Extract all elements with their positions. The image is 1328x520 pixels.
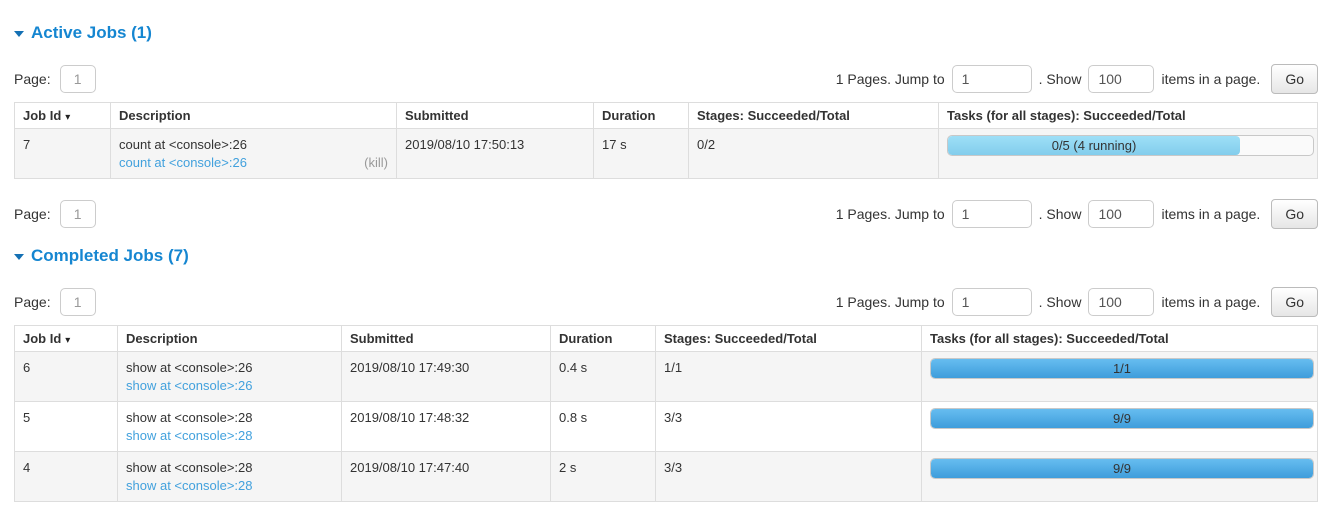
jump-to-page-input[interactable] (951, 65, 1032, 93)
job-description-text: show at <console>:28 (126, 410, 253, 425)
submitted-cell: 2019/08/10 17:50:13 (396, 128, 594, 179)
active-jobs-table: Job Id ▾ Description Submitted Duration S… (14, 102, 1318, 179)
column-header-job-id[interactable]: Job Id ▾ (14, 102, 111, 129)
column-header-stages[interactable]: Stages: Succeeded/Total (688, 102, 939, 129)
active-jobs-heading[interactable]: Active Jobs (1) (14, 24, 1318, 42)
completed-jobs-pagination-top: Page: 1 Pages. Jump to . Show items in a… (14, 287, 1318, 317)
page-label: Page: (14, 71, 51, 87)
column-header-submitted[interactable]: Submitted (396, 102, 594, 129)
job-id-cell: 7 (14, 128, 111, 179)
collapse-arrow-icon (14, 254, 24, 260)
go-button[interactable]: Go (1271, 287, 1318, 317)
show-items-input[interactable] (1088, 200, 1155, 228)
active-jobs-title: Active Jobs (1) (31, 23, 152, 42)
duration-cell: 17 s (593, 128, 689, 179)
items-per-page-text: items in a page. (1161, 206, 1261, 222)
tasks-cell: 0/5 (4 running) (938, 128, 1318, 179)
task-progress-fill: 9/9 (931, 409, 1313, 428)
page-content: Active Jobs (1) Page: 1 Pages. Jump to .… (0, 24, 1328, 502)
task-progress-bar: 9/9 (930, 458, 1314, 479)
go-button[interactable]: Go (1271, 199, 1318, 229)
job-description-text: count at <console>:26 (119, 137, 247, 152)
active-jobs-pagination-top: Page: 1 Pages. Jump to . Show items in a… (14, 64, 1318, 94)
submitted-cell: 2019/08/10 17:48:32 (341, 401, 551, 452)
active-jobs-header-row: Job Id ▾ Description Submitted Duration S… (14, 102, 1318, 129)
tasks-cell: 1/1 (921, 351, 1318, 402)
column-header-tasks[interactable]: Tasks (for all stages): Succeeded/Total (921, 325, 1318, 352)
description-cell: show at <console>:28 show at <console>:2… (117, 401, 342, 452)
tasks-cell: 9/9 (921, 451, 1318, 502)
task-progress-fill: 9/9 (931, 459, 1313, 478)
jump-to-page-input[interactable] (951, 200, 1032, 228)
duration-cell: 2 s (550, 451, 656, 502)
stages-cell: 3/3 (655, 401, 922, 452)
pages-jump-text: 1 Pages. Jump to (835, 206, 945, 222)
pages-jump-text: 1 Pages. Jump to (835, 294, 945, 310)
active-jobs-pagination-bottom: Page: 1 Pages. Jump to . Show items in a… (14, 199, 1318, 229)
show-text: . Show (1038, 294, 1082, 310)
description-cell: show at <console>:26 show at <console>:2… (117, 351, 342, 402)
column-header-duration[interactable]: Duration (550, 325, 656, 352)
submitted-cell: 2019/08/10 17:47:40 (341, 451, 551, 502)
column-header-duration[interactable]: Duration (593, 102, 689, 129)
completed-jobs-title: Completed Jobs (7) (31, 246, 189, 265)
kill-job-link[interactable]: (kill) (364, 155, 388, 170)
stages-cell: 0/2 (688, 128, 939, 179)
job-detail-link[interactable]: show at <console>:28 (126, 428, 253, 443)
items-per-page-text: items in a page. (1161, 294, 1261, 310)
pages-jump-text: 1 Pages. Jump to (835, 71, 945, 87)
active-job-row: 7 count at <console>:26 count at <consol… (14, 128, 1318, 179)
description-cell: count at <console>:26 count at <console>… (110, 128, 397, 179)
task-progress-bar: 9/9 (930, 408, 1314, 429)
job-detail-link[interactable]: count at <console>:26 (119, 155, 247, 170)
go-button[interactable]: Go (1271, 64, 1318, 94)
job-description-text: show at <console>:26 (126, 360, 253, 375)
sort-arrow-icon: ▾ (65, 112, 71, 123)
job-detail-link[interactable]: show at <console>:26 (126, 378, 253, 393)
job-id-cell: 4 (14, 451, 118, 502)
tasks-cell: 9/9 (921, 401, 1318, 452)
collapse-arrow-icon (14, 31, 24, 37)
description-cell: show at <console>:28 show at <console>:2… (117, 451, 342, 502)
page-input[interactable] (59, 288, 96, 316)
completed-job-row: 4 show at <console>:28 show at <console>… (14, 451, 1318, 502)
items-per-page-text: items in a page. (1161, 71, 1261, 87)
stages-cell: 1/1 (655, 351, 922, 402)
column-header-description[interactable]: Description (110, 102, 397, 129)
column-header-submitted[interactable]: Submitted (341, 325, 551, 352)
task-progress-fill: 1/1 (931, 359, 1313, 378)
page-label: Page: (14, 206, 51, 222)
job-id-cell: 5 (14, 401, 118, 452)
completed-job-row: 5 show at <console>:28 show at <console>… (14, 401, 1318, 452)
column-header-job-id[interactable]: Job Id ▾ (14, 325, 118, 352)
column-header-stages[interactable]: Stages: Succeeded/Total (655, 325, 922, 352)
jump-to-page-input[interactable] (951, 288, 1032, 316)
page-label: Page: (14, 294, 51, 310)
completed-jobs-header-row: Job Id ▾ Description Submitted Duration S… (14, 325, 1318, 352)
show-text: . Show (1038, 206, 1082, 222)
task-progress-bar: 0/5 (4 running) (947, 135, 1314, 156)
completed-job-row: 6 show at <console>:26 show at <console>… (14, 351, 1318, 402)
completed-jobs-heading[interactable]: Completed Jobs (7) (14, 247, 1318, 265)
duration-cell: 0.4 s (550, 351, 656, 402)
stages-cell: 3/3 (655, 451, 922, 502)
job-id-cell: 6 (14, 351, 118, 402)
show-items-input[interactable] (1088, 65, 1155, 93)
show-items-input[interactable] (1088, 288, 1155, 316)
job-detail-link[interactable]: show at <console>:28 (126, 478, 253, 493)
show-text: . Show (1038, 71, 1082, 87)
column-header-description[interactable]: Description (117, 325, 342, 352)
task-progress-fill: 0/5 (4 running) (948, 136, 1240, 155)
duration-cell: 0.8 s (550, 401, 656, 452)
completed-jobs-table: Job Id ▾ Description Submitted Duration S… (14, 325, 1318, 502)
page-input[interactable] (59, 65, 96, 93)
submitted-cell: 2019/08/10 17:49:30 (341, 351, 551, 402)
page-input[interactable] (59, 200, 96, 228)
column-header-tasks[interactable]: Tasks (for all stages): Succeeded/Total (938, 102, 1318, 129)
task-progress-bar: 1/1 (930, 358, 1314, 379)
sort-arrow-icon: ▾ (65, 335, 71, 346)
job-description-text: show at <console>:28 (126, 460, 253, 475)
